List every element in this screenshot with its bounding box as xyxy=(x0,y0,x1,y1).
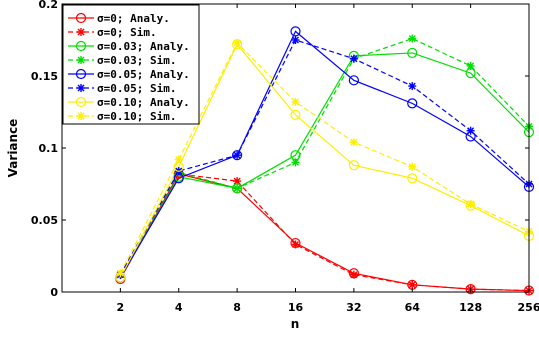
y-tick-label: 0.05 xyxy=(31,214,58,227)
legend-marker xyxy=(77,112,85,120)
legend-label: σ=0.05; Analy. xyxy=(97,68,190,81)
x-tick-label: 256 xyxy=(518,301,539,314)
data-point xyxy=(291,158,300,167)
legend-marker xyxy=(77,56,85,64)
series-line-5 xyxy=(119,30,530,278)
y-tick-label: 0.2 xyxy=(39,0,59,11)
data-point xyxy=(466,200,475,209)
legend-marker xyxy=(77,28,85,36)
y-axis-label: Variance xyxy=(6,119,20,178)
data-point xyxy=(407,173,418,184)
legend-label: σ=0; Analy. xyxy=(97,12,170,25)
x-tick-label: 64 xyxy=(405,301,421,314)
data-point xyxy=(407,47,418,59)
legend-label: σ=0.05; Sim. xyxy=(97,82,176,95)
x-tick-label: 2 xyxy=(117,301,125,314)
legend-label: σ=0.10; Analy. xyxy=(97,96,190,109)
legend-marker xyxy=(75,40,87,52)
legend-label: σ=0.03; Sim. xyxy=(97,54,176,67)
x-tick-label: 16 xyxy=(288,301,304,314)
data-point xyxy=(465,284,476,295)
legend-label: σ=0.03; Analy. xyxy=(97,40,190,53)
data-point xyxy=(174,155,183,164)
data-point xyxy=(291,36,300,44)
data-point xyxy=(232,150,243,161)
series-line-4 xyxy=(119,37,530,276)
data-point xyxy=(348,160,359,171)
series-line-2 xyxy=(119,173,530,292)
data-point xyxy=(466,126,475,135)
legend-marker xyxy=(75,96,87,108)
data-point xyxy=(349,54,358,63)
data-point xyxy=(232,183,243,194)
data-point xyxy=(408,82,417,91)
y-tick-label: 0 xyxy=(50,286,58,299)
legend: σ=0; Analy.σ=0; Sim.σ=0.03; Analy.σ=0.03… xyxy=(62,4,200,125)
x-tick-label: 32 xyxy=(346,301,361,314)
y-tick-label: 0.15 xyxy=(31,70,58,83)
legend-marker xyxy=(75,68,87,80)
data-point xyxy=(407,98,418,109)
data-point xyxy=(116,269,125,278)
series-line-7 xyxy=(119,43,530,278)
data-point xyxy=(290,26,301,37)
x-tick-label: 8 xyxy=(233,301,241,314)
data-point xyxy=(466,61,475,70)
x-tick-label: 4 xyxy=(175,301,183,314)
series-line-6 xyxy=(119,39,530,276)
data-point xyxy=(349,138,358,147)
legend-label: σ=0.10; Sim. xyxy=(97,110,176,123)
x-tick-label: 128 xyxy=(459,301,482,314)
data-point xyxy=(233,151,242,160)
data-point xyxy=(348,75,359,86)
data-point xyxy=(233,177,242,186)
legend-marker xyxy=(75,12,87,24)
series-line-8 xyxy=(119,41,530,274)
x-axis-label: n xyxy=(291,317,300,331)
data-point xyxy=(349,270,358,279)
data-point xyxy=(290,109,301,120)
legend-box xyxy=(62,4,200,125)
data-point xyxy=(291,97,300,106)
data-point xyxy=(291,240,300,249)
data-point xyxy=(408,162,417,171)
legend-marker xyxy=(77,84,85,92)
legend-label: σ=0; Sim. xyxy=(97,26,157,39)
x-axis: 2 4 8 16 32 64 128 256 xyxy=(117,4,539,314)
data-point xyxy=(408,280,417,289)
y-axis: 0 0.05 0.1 0.15 0.2 xyxy=(31,0,529,299)
data-point xyxy=(233,184,242,193)
y-tick-label: 0.1 xyxy=(39,142,59,155)
data-point xyxy=(408,34,417,43)
data-point xyxy=(233,38,242,47)
series-line-3 xyxy=(119,52,530,278)
plot-lines xyxy=(119,30,530,292)
